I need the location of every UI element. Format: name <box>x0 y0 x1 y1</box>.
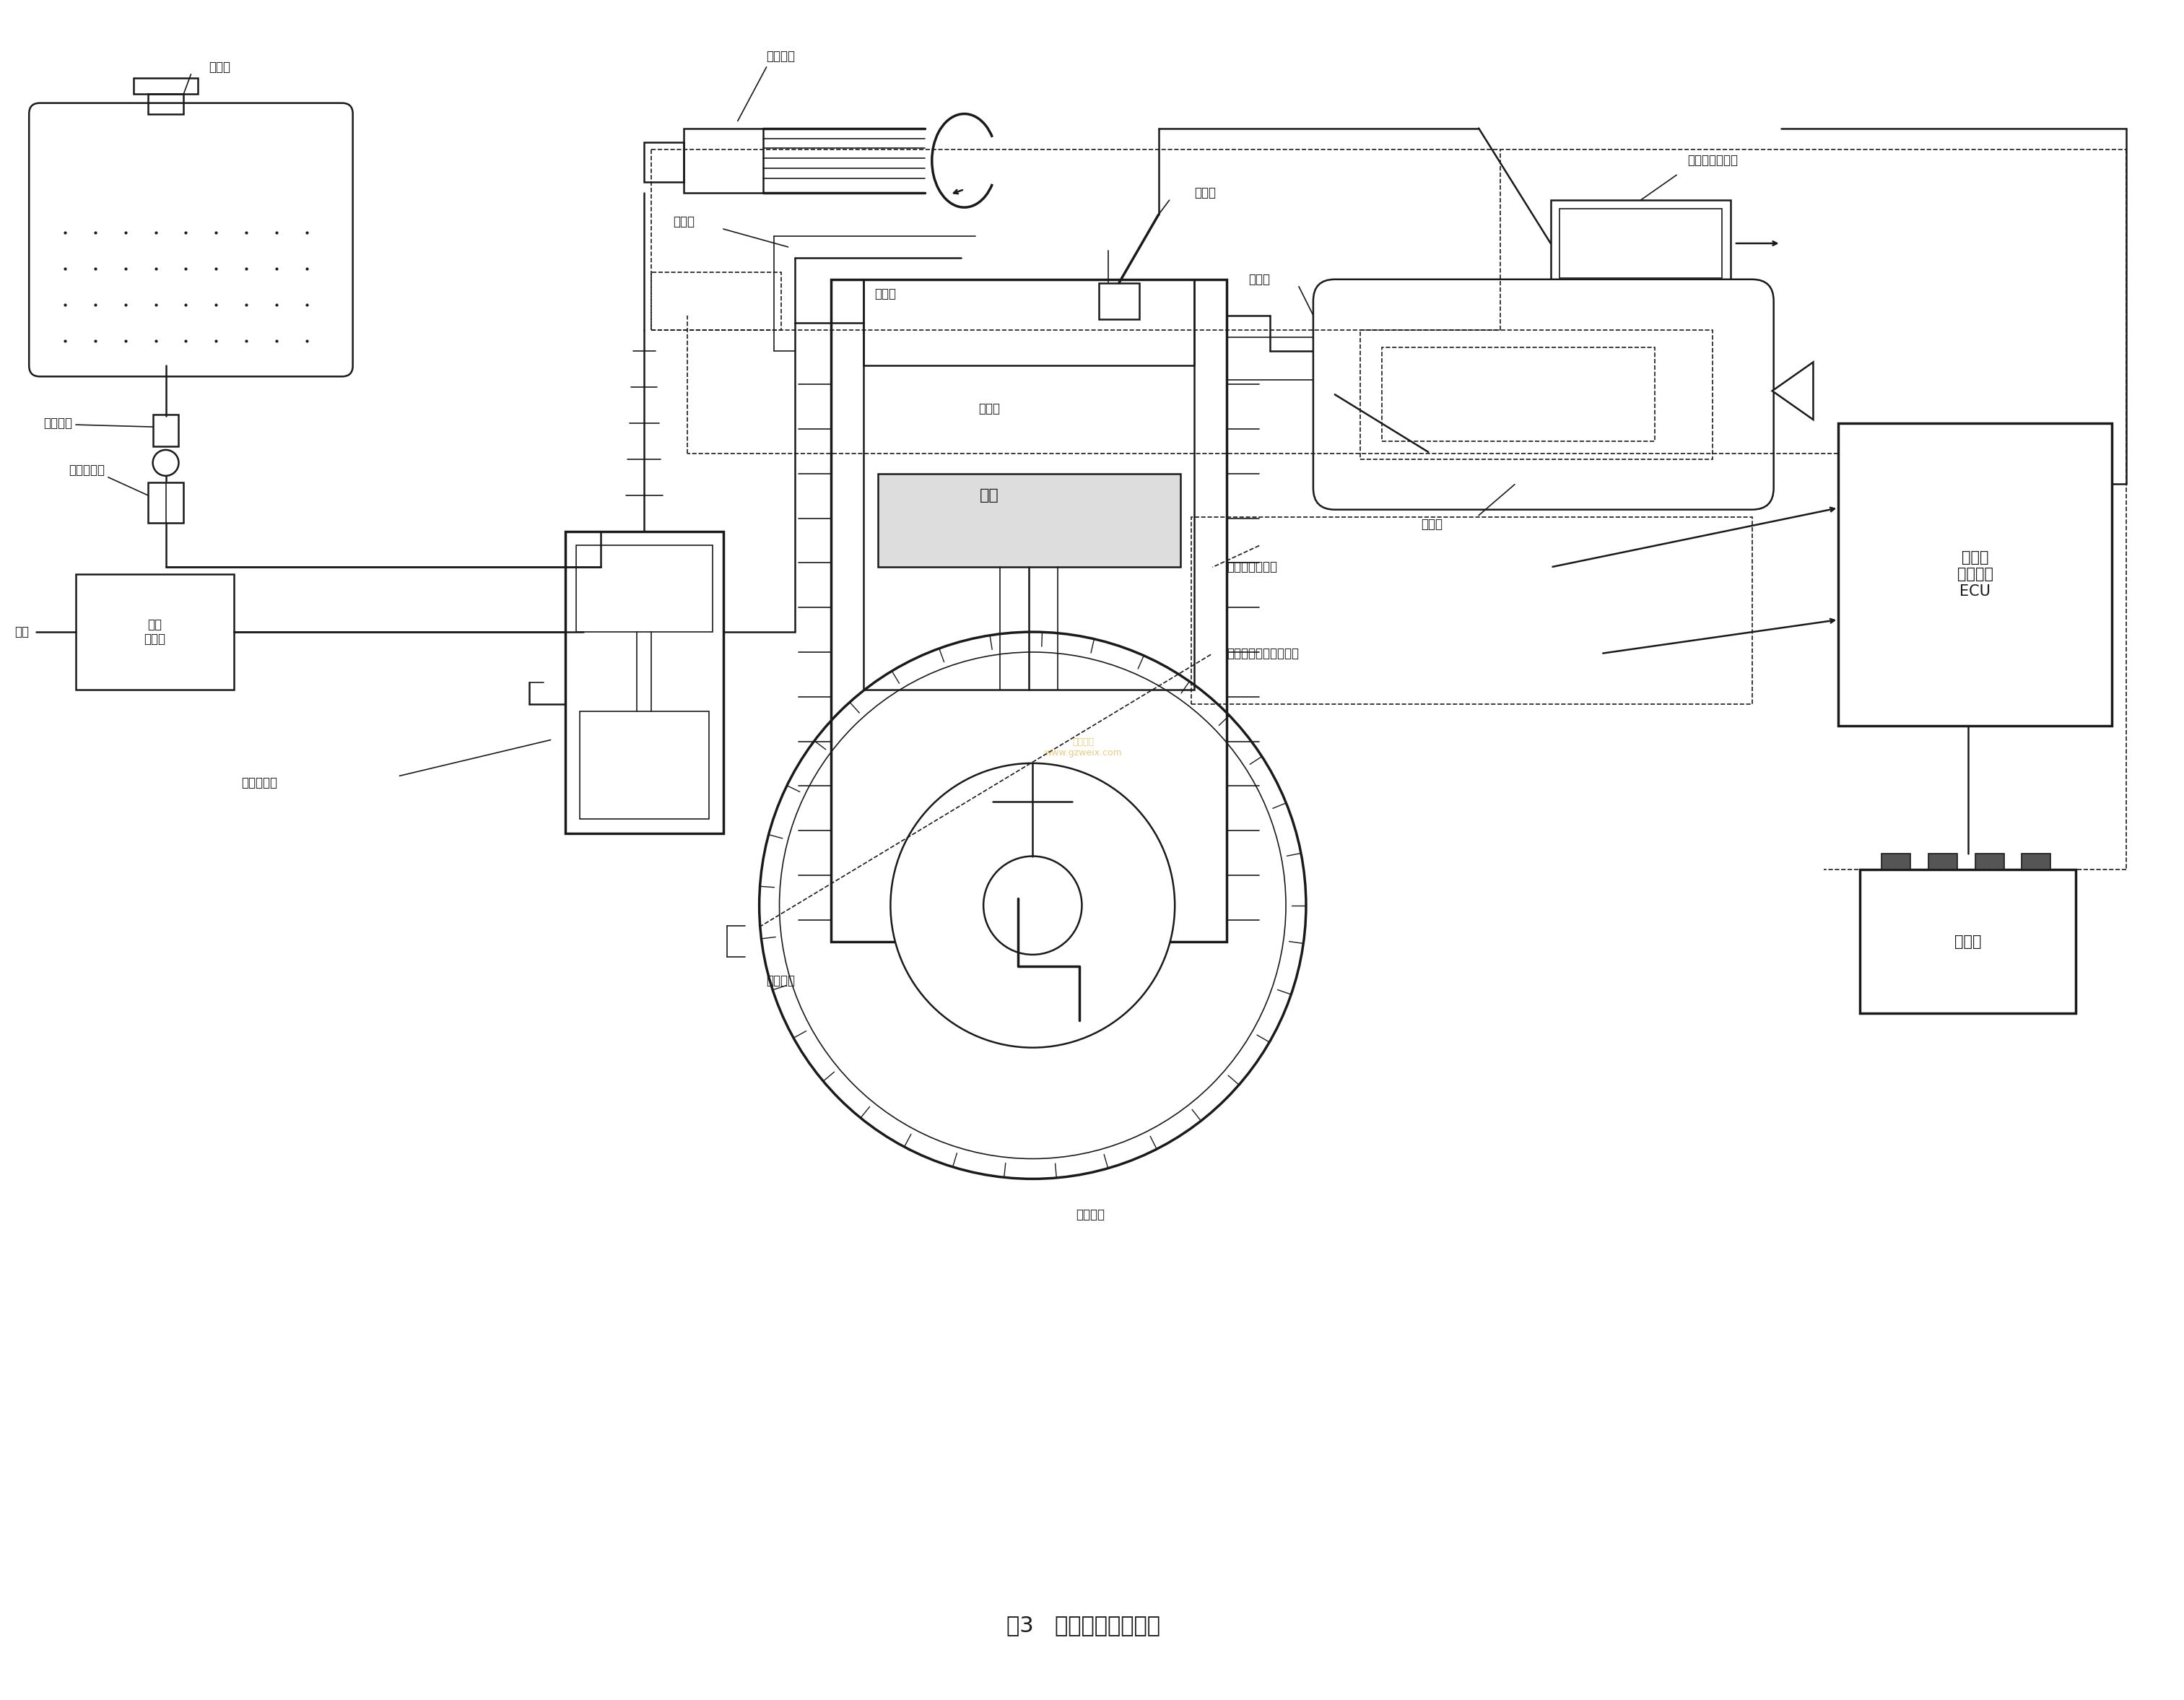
Text: 缸壁温度传感器: 缸壁温度传感器 <box>1227 561 1278 573</box>
Bar <box>1382 348 1655 442</box>
Circle shape <box>153 450 179 476</box>
Bar <box>863 279 1195 366</box>
Text: 消声器: 消声器 <box>1422 517 1444 530</box>
FancyBboxPatch shape <box>28 104 354 376</box>
Text: 进气管: 进气管 <box>673 216 695 228</box>
Text: 电控化油器: 电控化油器 <box>240 777 277 789</box>
Bar <box>863 279 1195 690</box>
Text: 燃油箱: 燃油箱 <box>210 61 232 73</box>
Text: 转速信号和曲轴相位角: 转速信号和曲轴相位角 <box>1227 648 1299 660</box>
Text: 多齿飞轮: 多齿飞轮 <box>1077 1209 1105 1221</box>
Bar <box>1839 423 2112 726</box>
Bar <box>1928 853 1957 869</box>
Bar <box>577 546 712 632</box>
Text: 蓄电池: 蓄电池 <box>1955 935 1981 949</box>
Text: 空气
滤清器: 空气 滤清器 <box>144 617 166 646</box>
Bar <box>1559 209 1721 277</box>
Circle shape <box>891 763 1175 1047</box>
Bar <box>149 93 183 114</box>
Bar <box>2022 853 2051 869</box>
Text: 燃油滤清器: 燃油滤清器 <box>68 464 105 476</box>
Bar <box>76 575 234 690</box>
Bar <box>1190 517 1752 704</box>
Text: 电感式点火线圈: 电感式点火线圈 <box>1688 155 1738 167</box>
Text: 活塞: 活塞 <box>981 488 998 503</box>
Text: 火花塞: 火花塞 <box>1195 187 1216 199</box>
Bar <box>566 530 723 833</box>
Text: 精通修复
www.gzweix.com: 精通修复 www.gzweix.com <box>1044 738 1123 756</box>
Bar <box>1861 869 2075 1013</box>
Text: 图3   控制点火方案原理: 图3 控制点火方案原理 <box>1007 1615 1160 1635</box>
Bar <box>832 279 1227 942</box>
Bar <box>153 415 179 447</box>
Bar <box>579 711 710 819</box>
Text: 燃烧室: 燃烧室 <box>978 403 1000 415</box>
Bar <box>644 143 684 182</box>
Text: 空气: 空气 <box>15 626 28 639</box>
Bar <box>149 483 183 522</box>
Circle shape <box>760 632 1306 1178</box>
Circle shape <box>983 857 1081 955</box>
Text: 排气管: 排气管 <box>1249 272 1271 286</box>
Bar <box>1883 853 1911 869</box>
Bar <box>133 78 199 93</box>
Text: 摩托车
电控系统
ECU: 摩托车 电控系统 ECU <box>1957 551 1994 598</box>
Text: 混合气: 混合气 <box>874 287 895 301</box>
FancyBboxPatch shape <box>1313 279 1773 510</box>
Bar <box>1551 201 1730 287</box>
Bar <box>651 272 782 330</box>
Bar <box>684 127 762 194</box>
Bar <box>1099 282 1140 320</box>
Bar <box>1361 330 1712 459</box>
Bar <box>1974 853 2005 869</box>
Text: 触发线圈: 触发线圈 <box>767 974 795 988</box>
Text: 油箱开关: 油箱开关 <box>44 416 72 430</box>
Polygon shape <box>1771 362 1813 420</box>
Bar <box>878 474 1179 568</box>
Text: 油门手把: 油门手把 <box>767 49 795 63</box>
